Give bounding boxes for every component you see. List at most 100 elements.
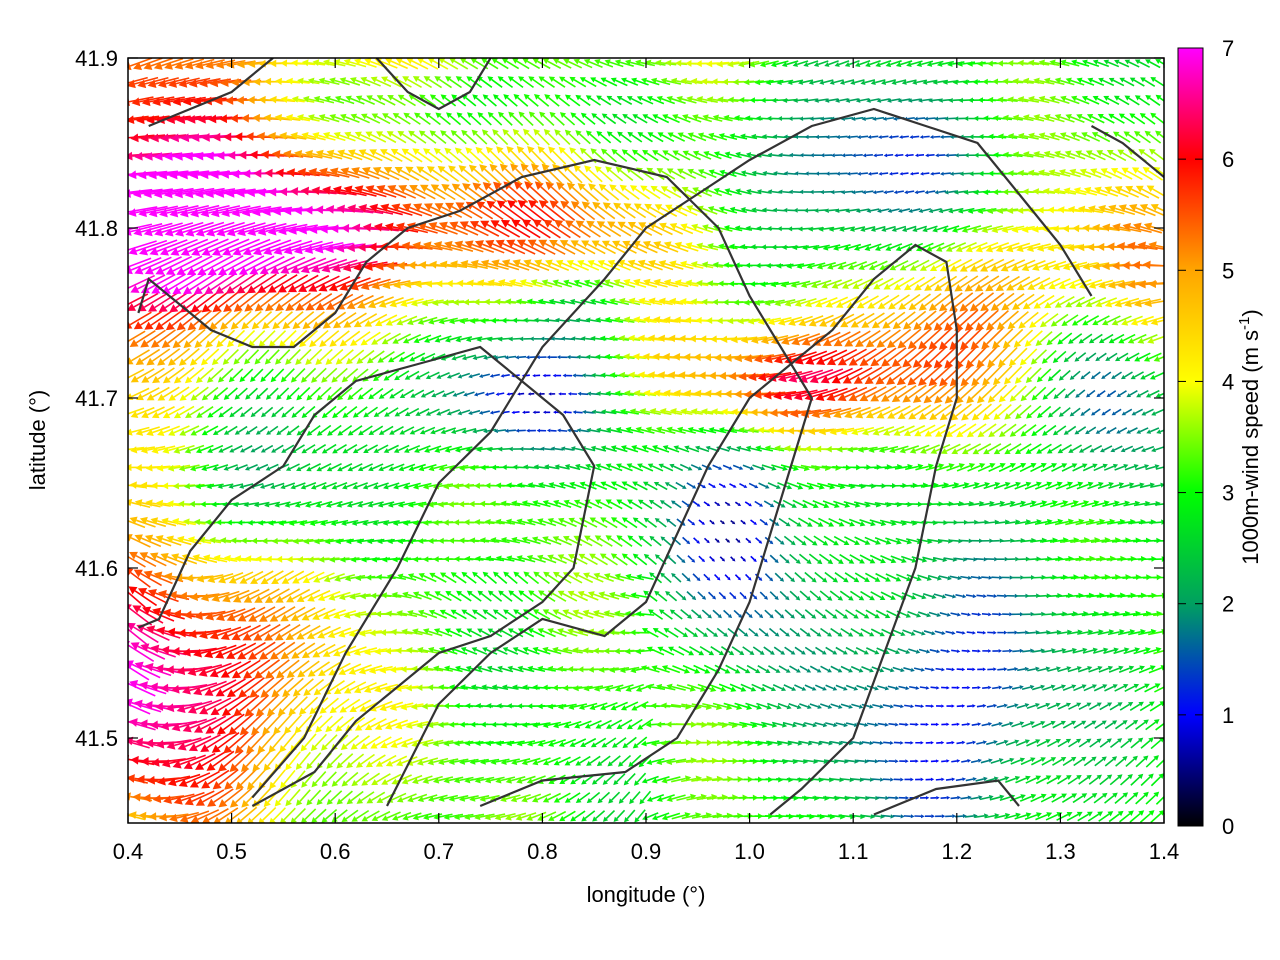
wind-vector [542,756,561,766]
colorbar: 0 1 2 3 4 5 6 7 1000m-wind speed (m s-1) [1177,36,1263,839]
wind-vector [904,153,914,158]
wind-vector [908,208,921,213]
wind-vector [1062,720,1077,729]
colorbar-title-close: ) [1238,309,1263,316]
wind-vector [234,387,248,400]
wind-vector [245,425,258,435]
wind-vector [602,202,626,219]
wind-vector [182,716,217,733]
wind-vector [626,718,643,730]
wind-vector [213,807,239,823]
wind-vector [734,501,742,506]
wind-vector [341,771,359,787]
wind-vector [1130,737,1144,749]
wind-vector [1096,150,1117,161]
wind-vector [769,554,779,564]
wind-vector [319,697,339,714]
wind-vector [631,701,649,711]
wind-vector [904,704,915,709]
wind-vector [275,659,300,679]
wind-vector [935,153,946,158]
wind-vector [443,740,464,747]
x-tick-label: 1.4 [1149,839,1180,864]
wind-vector [1035,812,1053,821]
wind-vector [250,406,263,418]
wind-vector [268,731,287,754]
wind-vector [1148,279,1164,289]
wind-vector [438,758,459,766]
wind-vector [128,740,150,749]
wind-vector [954,345,978,369]
wind-vector [949,258,973,272]
wind-vector [374,314,398,327]
wind-vector [279,732,297,753]
wind-vector [285,751,301,771]
wind-vector [732,464,744,470]
wind-vector [294,714,313,734]
wind-vector [764,609,774,619]
wind-vector [643,553,657,566]
wind-vector [888,759,899,764]
wind-vector [1150,318,1164,326]
wind-vector [824,609,838,619]
wind-vector [708,683,727,692]
wind-vector [883,277,905,290]
wind-vector [825,134,838,140]
wind-vector [1094,720,1107,729]
wind-vector [165,702,203,713]
wind-vector [246,768,267,790]
wind-vector [1058,369,1071,381]
wind-vector [913,116,926,121]
wind-vector [744,573,752,581]
wind-vector [553,756,571,766]
wind-vector [557,703,577,710]
wind-vector [703,573,711,581]
wind-vector [306,752,322,770]
wind-vector [1104,684,1118,692]
wind-vector [485,740,505,747]
wind-vector [351,772,370,787]
wind-vector [392,811,412,821]
wind-vector [1135,791,1149,805]
wind-vector [924,814,935,819]
colorbar-tick-label: 5 [1222,258,1234,283]
wind-vector [761,721,778,728]
wind-vector [226,677,256,698]
wind-vector [495,740,515,747]
wind-vector [556,182,579,203]
wind-vector [505,776,526,784]
wind-vector [271,570,294,585]
wind-vector [474,776,495,784]
wind-vector [898,208,911,213]
wind-vector [1006,703,1019,709]
wind-vector [207,788,234,807]
wind-vector [784,646,796,655]
wind-vector [365,131,387,143]
wind-vector [718,483,727,488]
wind-vector [681,572,691,582]
wind-vector [385,755,408,767]
wind-vector [364,313,388,327]
wind-vector [1077,811,1093,822]
wind-vector [955,594,967,599]
wind-vector [183,328,206,349]
wind-vector [1080,408,1091,416]
wind-vector [301,808,317,823]
wind-vector [558,738,577,747]
wind-vector [1124,792,1139,805]
wind-vector [970,795,983,800]
wind-vector [448,758,469,765]
wind-vector [553,721,572,729]
wind-vector [784,609,795,619]
wind-vector [748,627,759,637]
wind-vector [460,684,478,690]
wind-vector [255,425,268,435]
wind-vector [1083,684,1098,692]
wind-vector [361,772,381,786]
wind-vector [172,328,196,349]
wind-vector [484,392,495,397]
x-tick-label: 0.5 [216,839,247,864]
wind-vector [395,58,419,70]
wind-vector [1145,791,1160,805]
wind-vector [1101,371,1112,379]
